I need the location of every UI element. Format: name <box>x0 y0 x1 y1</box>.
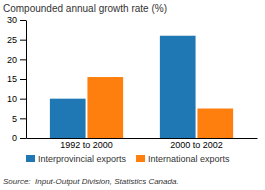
y-tick: 10 <box>7 94 26 104</box>
y-tick: 15 <box>7 74 26 84</box>
title: Compounded annual growth rate (%) <box>3 3 167 14</box>
y-tick-mark <box>20 20 26 21</box>
x-axis: 1992 to 2000 2000 to 2002 <box>27 139 258 151</box>
y-tick-mark <box>20 118 26 119</box>
legend-item: International exports <box>136 154 230 164</box>
y-tick-mark <box>20 59 26 60</box>
y-tick-label: 20 <box>7 55 17 65</box>
y-tick: 30 <box>7 15 26 25</box>
x-tick: 1992 to 2000 <box>60 140 113 150</box>
y-tick: 5 <box>12 114 26 124</box>
y-axis: 0 5 10 15 20 25 30 <box>7 15 27 143</box>
y-tick: 20 <box>7 55 26 65</box>
y-tick-mark <box>20 79 26 80</box>
y-tick: 25 <box>7 35 26 45</box>
y-tick-label: 15 <box>7 74 17 84</box>
legend: Interprovincial exports International exp… <box>26 154 230 164</box>
y-tick-label: 10 <box>7 94 17 104</box>
bar <box>87 77 123 138</box>
x-axis-line <box>27 138 258 139</box>
y-tick: 0 <box>12 133 26 143</box>
x-tick: 2000 to 2002 <box>170 140 223 150</box>
x-tick-label: 1992 to 2000 <box>60 140 113 150</box>
chart: Compounded annual growth rate (%) 0 5 10 15 2… <box>0 0 265 190</box>
legend-item: Interprovincial exports <box>26 154 127 164</box>
y-tick-mark <box>20 99 26 100</box>
bar <box>50 99 86 138</box>
y-tick-label: 25 <box>7 35 17 45</box>
legend-swatch <box>136 155 145 162</box>
y-tick-mark <box>20 40 26 41</box>
bar <box>197 109 233 139</box>
legend-label: Interprovincial exports <box>38 154 127 164</box>
bar <box>160 36 196 138</box>
x-tick-label: 2000 to 2002 <box>170 140 223 150</box>
y-tick-label: 5 <box>12 114 17 124</box>
y-tick-mark <box>20 138 26 139</box>
legend-swatch <box>26 155 35 162</box>
y-tick-label: 30 <box>7 15 17 25</box>
plot: 0 5 10 15 20 25 30 1992 to 2000 2000 to 2002 <box>7 15 258 150</box>
bars <box>50 36 233 138</box>
y-tick-label: 0 <box>12 133 17 143</box>
y-axis-line <box>26 21 27 139</box>
annotation: Source: Input-Output Division, Statistic… <box>3 177 179 186</box>
legend-label: International exports <box>148 154 230 164</box>
